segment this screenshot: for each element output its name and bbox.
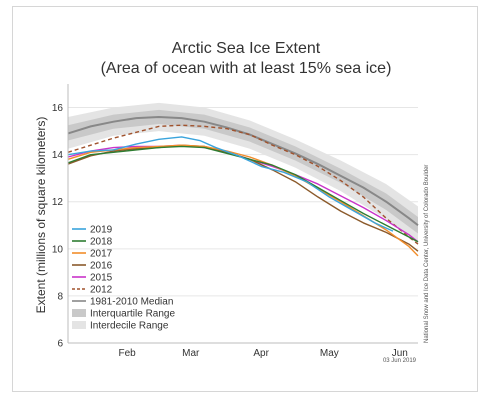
x-tick-label: May bbox=[320, 348, 339, 359]
legend-label: 1981-2010 Median bbox=[90, 297, 173, 308]
interquartile-band bbox=[68, 109, 418, 234]
series-line-2019 bbox=[67, 136, 394, 232]
x-tick-label: Jun bbox=[392, 348, 408, 359]
legend-label: 2018 bbox=[90, 237, 113, 248]
y-axis-label: Extent (millions of square kilometers) bbox=[34, 117, 48, 314]
x-tick-label: Mar bbox=[182, 348, 200, 359]
legend-label: 2015 bbox=[90, 273, 113, 284]
series-line-2012 bbox=[67, 124, 419, 245]
chart-subtitle: (Area of ocean with at least 15% sea ice… bbox=[100, 60, 392, 77]
legend-label: 2019 bbox=[90, 225, 113, 236]
legend-swatch bbox=[72, 309, 86, 317]
legend-label: Interquartile Range bbox=[90, 309, 175, 320]
median-line bbox=[67, 115, 419, 227]
legend-swatch bbox=[72, 321, 86, 329]
y-tick-label: 12 bbox=[52, 197, 64, 208]
legend-label: 2017 bbox=[90, 249, 113, 260]
x-tick-label: Feb bbox=[118, 348, 136, 359]
legend-label: Interdecile Range bbox=[90, 321, 169, 332]
y-tick-label: 14 bbox=[52, 150, 64, 161]
legend-label: 2012 bbox=[90, 285, 113, 296]
date-stamp: 03 Jun 2019 bbox=[383, 358, 417, 364]
y-tick-label: 16 bbox=[52, 103, 64, 114]
x-tick-label: Apr bbox=[253, 348, 269, 359]
y-tick-label: 10 bbox=[52, 244, 64, 255]
y-tick-label: 8 bbox=[57, 291, 63, 302]
credit-text: National Snow and Ice Data Center, Unive… bbox=[424, 165, 430, 343]
y-tick-label: 6 bbox=[57, 339, 63, 350]
legend-label: 2016 bbox=[90, 261, 113, 272]
chart-title: Arctic Sea Ice Extent bbox=[171, 40, 321, 57]
series-line-2018 bbox=[67, 145, 419, 243]
